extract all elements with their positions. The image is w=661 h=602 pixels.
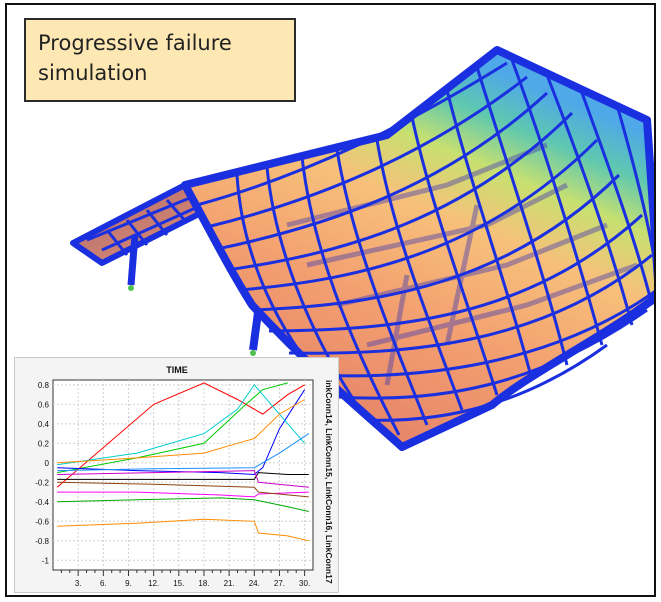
y-tick-label: 0.6 (38, 400, 50, 409)
column-support-2 (250, 350, 256, 356)
caption-box: Progressive failure simulation (24, 18, 296, 102)
caption-line-2: simulation (38, 61, 148, 85)
series-line-3 (57, 518, 309, 542)
x-tick-label: 15. (173, 579, 184, 588)
x-tick-label: 3. (75, 579, 82, 588)
x-tick-label: 9. (125, 579, 132, 588)
series-line-12 (57, 433, 310, 472)
series-line-11 (57, 481, 309, 498)
series-legend-label: inkConn14, LinkConn15, LinkConn16, LinkC… (324, 380, 334, 584)
series-line-2 (57, 382, 288, 474)
x-tick-label: 21. (224, 579, 235, 588)
y-tick-label: -1 (42, 556, 50, 565)
y-tick-label: 0 (45, 459, 50, 468)
column-support-1 (128, 285, 134, 291)
series-line-5 (57, 389, 306, 476)
inset-time-history-plot: TIME 0.8 0.6 0.4 0.2 0 -0.2 -0.4 -0.6 -0.8 -1 3. 6… (15, 358, 338, 592)
figure-frame: Progressive failure simulation TIME 0.8 0… (5, 3, 656, 597)
x-tick-label: 12. (148, 579, 159, 588)
main-shell-surface (181, 46, 654, 451)
x-tick-labels: 3. 6. 9. 12. 15. 18. 21. 24. 27. 30. (60, 570, 310, 588)
roof-structure-model (70, 46, 654, 451)
inset-plot-panel: TIME 0.8 0.6 0.4 0.2 0 -0.2 -0.4 -0.6 -0.8 -1 3. 6… (14, 357, 339, 593)
plot-series (56, 382, 310, 542)
y-tick-label: -0.4 (35, 498, 49, 507)
y-tick-label: 0.8 (38, 381, 50, 390)
series-line-1 (56, 382, 305, 488)
x-tick-label: 27. (274, 579, 285, 588)
y-tick-label: -0.6 (35, 517, 49, 526)
left-column-1 (127, 234, 139, 286)
y-tick-label: -0.2 (35, 478, 49, 487)
caption-line-1: Progressive failure (38, 31, 232, 55)
series-line-4 (57, 491, 309, 498)
y-tick-label: -0.8 (35, 537, 49, 546)
series-line-6 (57, 384, 305, 466)
x-tick-label: 6. (100, 579, 107, 588)
y-tick-label: 0.4 (38, 420, 50, 429)
x-tick-label: 30. (299, 579, 310, 588)
series-line-10 (57, 470, 309, 488)
plot-area (52, 379, 314, 571)
y-tick-label: 0.2 (38, 439, 50, 448)
plot-title: TIME (166, 365, 188, 375)
x-tick-label: 24. (249, 579, 260, 588)
left-wing-grid (86, 193, 203, 256)
x-tick-label: 18. (198, 579, 209, 588)
series-line-8 (57, 399, 305, 464)
series-line-9 (57, 497, 309, 512)
y-tick-labels: 0.8 0.6 0.4 0.2 0 -0.2 -0.4 -0.6 -0.8 -1 (35, 381, 49, 565)
